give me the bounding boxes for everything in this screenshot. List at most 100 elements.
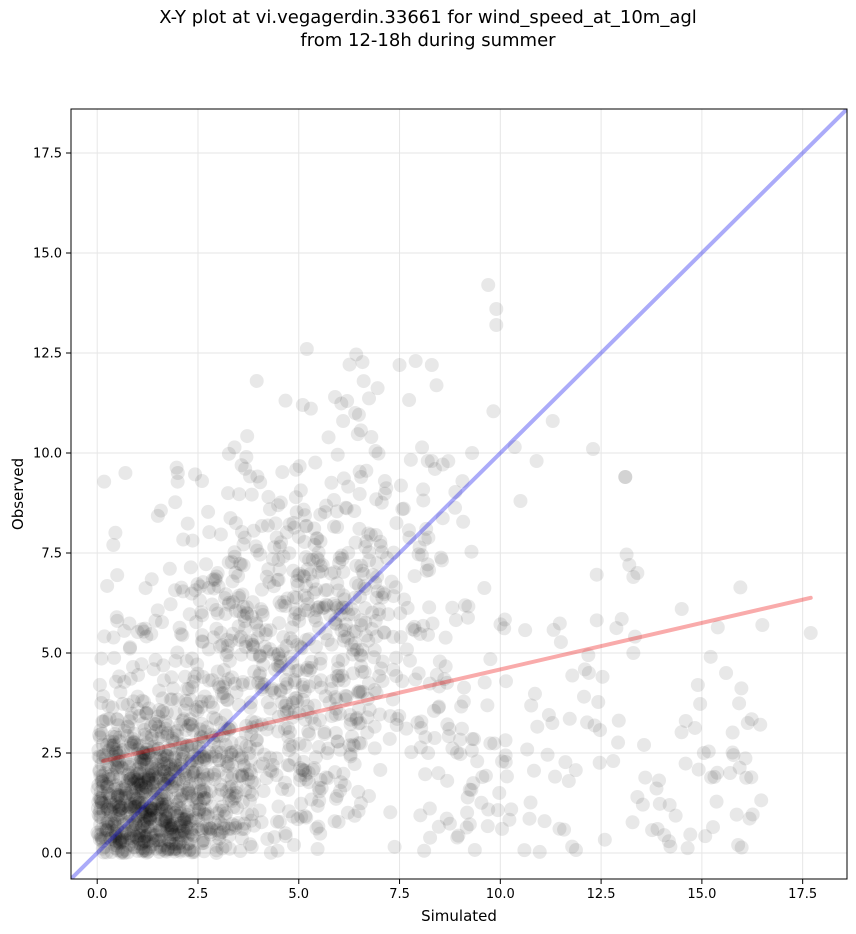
data-point	[120, 719, 135, 734]
data-point	[157, 791, 172, 806]
data-point	[557, 822, 572, 837]
data-point	[335, 652, 350, 667]
data-point	[164, 842, 179, 857]
identity-line	[71, 109, 847, 879]
data-point	[118, 833, 133, 848]
data-point	[160, 726, 175, 741]
data-point	[568, 843, 583, 858]
data-point	[184, 788, 199, 803]
data-point	[191, 805, 206, 820]
data-point	[261, 489, 276, 504]
data-point	[285, 695, 300, 710]
data-point	[405, 622, 420, 637]
data-point	[160, 796, 175, 811]
data-point	[121, 768, 136, 783]
data-point	[152, 844, 167, 859]
data-point	[209, 744, 224, 759]
data-point	[243, 766, 258, 781]
data-point	[177, 815, 192, 830]
data-point	[301, 632, 316, 647]
data-point	[250, 719, 265, 734]
data-point	[102, 772, 117, 787]
data-point	[138, 805, 153, 820]
data-point	[264, 683, 279, 698]
data-point	[106, 538, 121, 552]
data-point	[109, 610, 124, 625]
data-point	[193, 796, 208, 811]
data-point	[305, 552, 320, 567]
data-point	[127, 839, 142, 854]
plot-frame	[70, 108, 848, 880]
data-point	[173, 717, 188, 732]
data-point	[247, 775, 262, 790]
data-point	[197, 724, 212, 739]
data-point	[354, 664, 369, 679]
data-point	[137, 621, 152, 636]
data-point	[179, 819, 194, 834]
data-point	[94, 795, 109, 810]
data-point	[244, 609, 259, 624]
data-point	[421, 627, 436, 642]
data-point	[178, 669, 193, 684]
data-point	[314, 564, 329, 579]
data-point	[108, 828, 123, 843]
data-point	[399, 642, 414, 657]
data-point	[95, 779, 110, 794]
data-point	[204, 749, 219, 764]
data-point	[215, 638, 230, 653]
data-point	[216, 803, 231, 818]
data-point	[160, 821, 175, 836]
data-point	[296, 692, 311, 707]
data-point	[432, 654, 447, 669]
data-point	[133, 840, 148, 855]
data-point	[206, 730, 221, 745]
data-point	[146, 837, 161, 852]
data-point	[271, 646, 286, 661]
data-point	[373, 762, 388, 777]
data-point	[126, 801, 141, 816]
data-point	[143, 811, 158, 826]
data-point	[168, 757, 183, 772]
data-point	[138, 784, 153, 799]
data-point	[95, 788, 110, 803]
data-point	[286, 563, 301, 578]
data-point	[419, 521, 434, 536]
data-point	[173, 761, 188, 776]
data-point	[201, 642, 216, 657]
data-point	[308, 613, 323, 628]
data-point	[131, 774, 146, 789]
data-point	[207, 571, 222, 586]
data-point	[157, 748, 172, 763]
data-point	[135, 819, 150, 834]
data-point	[335, 668, 350, 683]
data-point	[170, 828, 185, 843]
data-point	[124, 706, 139, 721]
data-point	[518, 623, 533, 638]
data-point	[296, 677, 311, 692]
data-point	[192, 722, 207, 737]
data-point	[252, 759, 267, 774]
data-point	[734, 681, 749, 696]
data-point	[244, 813, 259, 828]
data-point	[104, 816, 119, 831]
data-point	[448, 500, 463, 515]
data-point	[298, 768, 313, 783]
data-point	[110, 819, 125, 834]
data-point	[138, 806, 153, 821]
data-point	[153, 771, 168, 786]
data-point	[94, 795, 109, 810]
data-point	[343, 712, 358, 727]
data-point	[343, 749, 358, 764]
data-point	[125, 732, 140, 747]
data-point	[196, 784, 211, 799]
data-point	[152, 822, 167, 837]
data-point	[126, 694, 141, 709]
data-point	[270, 573, 285, 588]
data-point	[106, 749, 121, 764]
data-point	[399, 721, 414, 736]
data-point	[192, 802, 207, 817]
data-point	[178, 693, 193, 708]
data-point	[113, 799, 128, 814]
data-point	[324, 475, 339, 490]
data-point	[298, 738, 313, 753]
